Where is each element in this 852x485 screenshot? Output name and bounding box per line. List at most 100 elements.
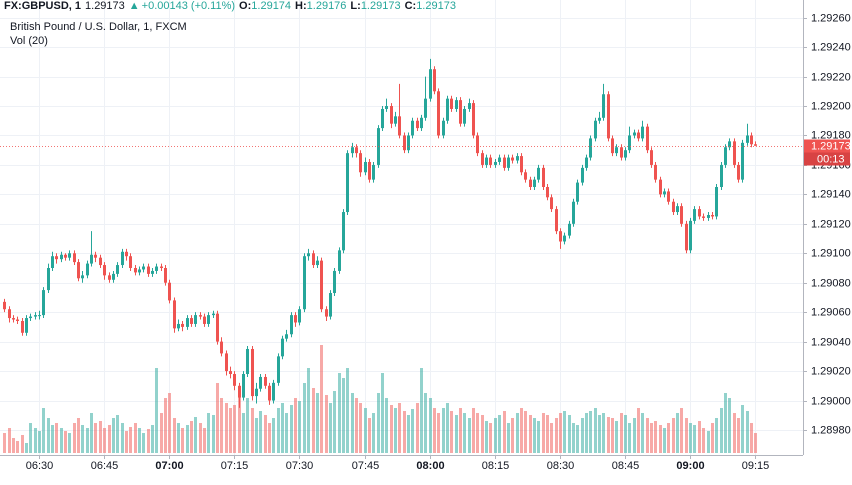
volume-bar <box>116 415 119 453</box>
volume-bar <box>29 423 32 453</box>
candle-body <box>737 164 740 180</box>
volume-bar <box>81 425 84 453</box>
candle-body <box>481 153 484 165</box>
volume-bar <box>672 418 675 453</box>
candle-body <box>494 161 497 165</box>
volume-bar <box>25 443 28 453</box>
candle-body <box>60 254 63 260</box>
candle-body <box>246 348 249 375</box>
volume-bar <box>728 398 731 453</box>
volume-bar <box>12 438 15 453</box>
candle-body <box>312 253 315 266</box>
volume-bar <box>86 428 89 453</box>
volume-bar <box>329 403 332 453</box>
x-tick-label: 07:15 <box>221 460 249 472</box>
candle-body <box>259 376 262 389</box>
candle-body <box>151 270 154 274</box>
volume-bar <box>108 425 111 453</box>
volume-bar <box>442 408 445 453</box>
volume-bar <box>207 413 210 453</box>
candle-body <box>602 94 605 118</box>
candle-body <box>108 275 111 280</box>
volume-bar <box>680 408 683 453</box>
volume-bar <box>641 413 644 453</box>
candle-body <box>507 157 510 168</box>
volume-bar <box>255 418 258 453</box>
volume-bar <box>598 415 601 453</box>
candle-body <box>598 117 601 121</box>
volume-bar <box>724 393 727 453</box>
header: FX:GBPUSD, 1 1.29173 ▲ +0.00143 (+0.11%) O:1… <box>4 0 456 12</box>
volume-bar <box>342 378 345 453</box>
volume-bar <box>94 423 97 453</box>
volume-bar <box>529 415 532 453</box>
y-tick-label: 1.29020 <box>811 365 851 377</box>
candle-body <box>346 153 349 213</box>
volume-bar <box>559 413 562 453</box>
candle-body <box>86 263 89 276</box>
volume-bar <box>524 411 527 453</box>
candle-body <box>750 135 753 145</box>
volume-bar <box>698 421 701 453</box>
candle-body <box>190 318 193 324</box>
volume-bar <box>733 413 736 453</box>
volume-bar <box>246 398 249 453</box>
candle-body <box>637 132 640 139</box>
candle-body <box>702 216 705 218</box>
y-tick-label: 1.28980 <box>811 424 851 436</box>
candle-body <box>177 323 180 329</box>
volume-bar <box>186 425 189 453</box>
candle-body <box>298 309 301 323</box>
candle-body <box>711 214 714 217</box>
volume-bar <box>164 398 167 453</box>
candle-body <box>446 98 449 121</box>
candle-body <box>212 313 215 316</box>
volume-bar <box>489 423 492 453</box>
volume-bar <box>264 415 267 453</box>
candle-body <box>16 319 19 322</box>
candle-body <box>155 266 158 271</box>
candle-body <box>633 132 636 136</box>
candle-body <box>194 315 197 324</box>
candle-body <box>685 223 688 251</box>
volume-bar <box>151 425 154 453</box>
ohlc-label: H: <box>295 0 307 12</box>
candle-body <box>21 321 24 333</box>
countdown: 00:13 <box>817 153 845 165</box>
candle-body <box>607 94 610 139</box>
volume-bar <box>685 418 688 453</box>
volume-bar <box>268 423 271 453</box>
candle-body <box>407 135 410 151</box>
candle-body <box>34 315 37 317</box>
candle-body <box>81 275 84 279</box>
volume-bar <box>294 398 297 453</box>
candle-body <box>8 309 11 319</box>
volume-bar <box>298 401 301 453</box>
candle-body <box>476 135 479 154</box>
candle-body <box>628 135 631 151</box>
volume-bar <box>73 423 76 453</box>
volume-bar <box>51 425 54 453</box>
candle-body <box>290 315 293 335</box>
candle-body <box>563 235 566 242</box>
volume-bar <box>385 398 388 453</box>
y-tick-label: 1.29220 <box>811 71 851 83</box>
candle-body <box>333 270 336 294</box>
candle-body <box>437 91 440 136</box>
volume-bar <box>633 418 636 453</box>
volume-bar <box>42 408 45 453</box>
candle-body <box>112 273 115 280</box>
volume-bar <box>711 423 714 453</box>
volume-bar <box>455 415 458 453</box>
candle-body <box>47 267 50 291</box>
candle-body <box>125 251 128 257</box>
volume-bar <box>68 433 71 453</box>
volume-bar <box>602 413 605 453</box>
volume-bar <box>516 413 519 453</box>
candle-body <box>68 253 71 258</box>
candle-body <box>220 341 223 354</box>
volume-bar <box>238 393 241 453</box>
volume-bar <box>585 413 588 453</box>
volume-bar <box>546 415 549 453</box>
volume-bar <box>359 403 362 453</box>
